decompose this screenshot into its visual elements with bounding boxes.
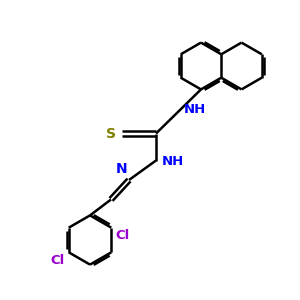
Text: NH: NH (184, 103, 206, 116)
Text: S: S (106, 127, 116, 140)
Text: NH: NH (161, 155, 184, 169)
Text: Cl: Cl (115, 229, 129, 242)
Text: N: N (116, 162, 127, 176)
Text: Cl: Cl (51, 254, 65, 267)
